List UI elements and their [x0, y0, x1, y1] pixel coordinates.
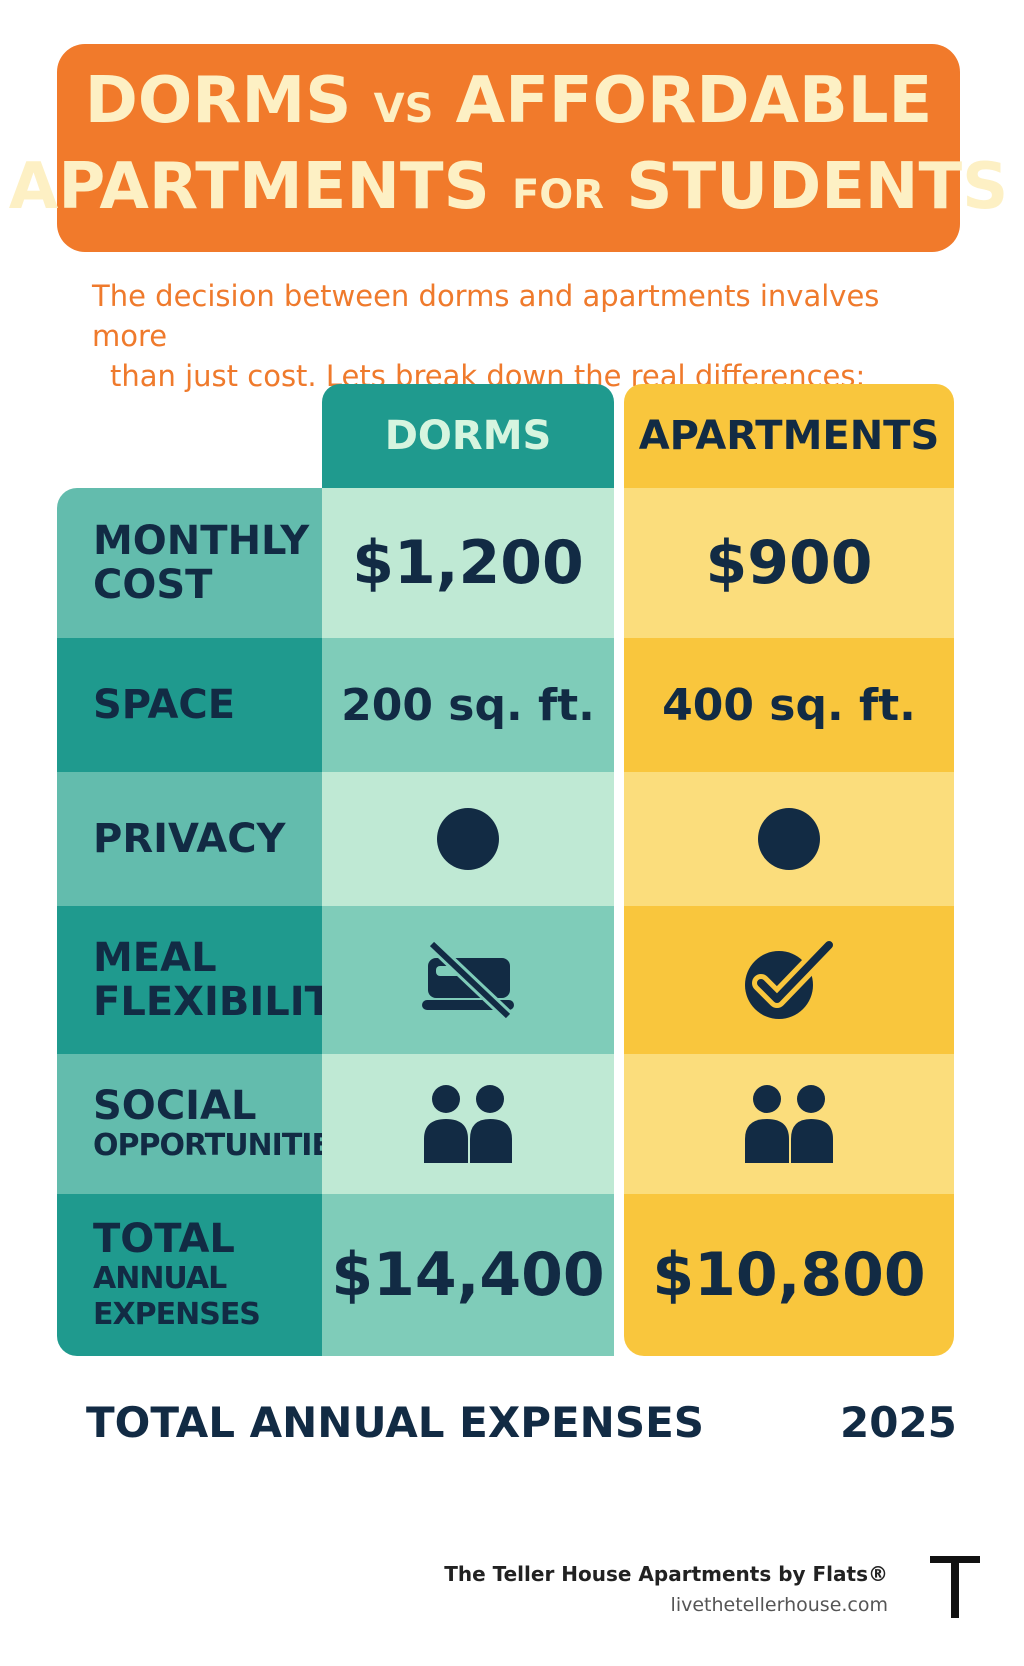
row-label-line: SOCIAL	[93, 1083, 257, 1129]
people-icon	[745, 1085, 833, 1163]
title-apartments: APARTMENTS	[8, 150, 490, 224]
intro-text: The decision between dorms and apartment…	[92, 276, 952, 396]
dorms-monthly-cost: $1,200	[322, 488, 614, 638]
dot-icon	[758, 808, 820, 870]
title-banner: DORMS VS AFFORDABLE APARTMENTS FOR STUDE…	[9, 44, 1008, 252]
table-row-space: SPACE 200 sq. ft.	[57, 638, 614, 772]
table-row-total: TOTAL ANNUAL EXPENSES $14,400	[57, 1194, 614, 1356]
title-line-1: DORMS VS AFFORDABLE	[85, 62, 933, 148]
row-label-line: MONTHLY	[93, 518, 310, 564]
table-row-social: SOCIAL OPPORTUNITIES	[57, 1054, 614, 1194]
footer-url[interactable]: livethetellerhouse.com	[670, 1594, 888, 1616]
row-label-line: PRIVACY	[93, 816, 286, 862]
title-students: STUDENTS	[626, 150, 1009, 224]
intro-line-1: The decision between dorms and apartment…	[92, 279, 880, 353]
apartments-column: $900 400 sq. ft. $10,800	[624, 488, 954, 1356]
no-meal-icon	[422, 940, 514, 1020]
row-label: TOTAL ANNUAL EXPENSES	[57, 1194, 322, 1356]
row-label: MEAL FLEXIBILITY	[57, 906, 361, 1054]
title-line-2: APARTMENTS FOR STUDENTS	[9, 148, 1008, 234]
dorms-privacy	[322, 772, 614, 906]
footer-brand: The Teller House Apartments by Flats®	[444, 1562, 888, 1586]
row-label: SPACE	[57, 638, 322, 772]
row-label-line: TOTAL	[93, 1216, 235, 1262]
row-label-line: SPACE	[93, 682, 236, 728]
table-row-monthly-cost: MONTHLY COST $1,200	[57, 488, 614, 638]
comparison-table: MONTHLY COST $1,200 SPACE 200 sq. ft. PR…	[57, 488, 614, 1356]
row-label-line: ANNUAL EXPENSES	[93, 1261, 261, 1332]
people-icon	[424, 1085, 512, 1163]
table-row-meal-flexibility: MEAL FLEXIBILITY	[57, 906, 614, 1054]
row-label-line: COST	[93, 562, 213, 608]
apartments-meal-flexibility	[624, 906, 954, 1054]
apartments-column-header: APARTMENTS	[624, 384, 954, 488]
apartments-space: 400 sq. ft.	[624, 638, 954, 772]
title-dorms: DORMS	[84, 64, 352, 138]
title-affordable: AFFORDABLE	[455, 64, 933, 138]
row-label: PRIVACY	[57, 772, 322, 906]
title-for: FOR	[511, 172, 605, 218]
bottom-label: TOTAL ANNUAL EXPENSES	[86, 1398, 705, 1447]
dorms-space: 200 sq. ft.	[322, 638, 614, 772]
dorms-social	[322, 1054, 614, 1194]
dorms-column-header: DORMS	[322, 384, 614, 488]
row-label-line: MEAL	[93, 935, 217, 981]
row-label-line: OPPORTUNITIES	[93, 1128, 353, 1163]
row-label: SOCIAL OPPORTUNITIES	[57, 1054, 353, 1194]
row-label: MONTHLY COST	[57, 488, 322, 638]
dorms-meal-flexibility	[322, 906, 614, 1054]
dorms-total: $14,400	[322, 1194, 614, 1356]
title-vs: VS	[373, 86, 434, 132]
dot-icon	[437, 808, 499, 870]
bottom-year: 2025	[840, 1398, 957, 1447]
check-circle-icon	[745, 936, 838, 1019]
table-row-privacy: PRIVACY	[57, 772, 614, 906]
apartments-monthly-cost: $900	[624, 488, 954, 638]
apartments-total: $10,800	[624, 1194, 954, 1356]
apartments-privacy	[624, 772, 954, 906]
teller-logo-icon	[930, 1556, 980, 1618]
row-label-line: FLEXIBILITY	[93, 979, 361, 1025]
apartments-social	[624, 1054, 954, 1194]
